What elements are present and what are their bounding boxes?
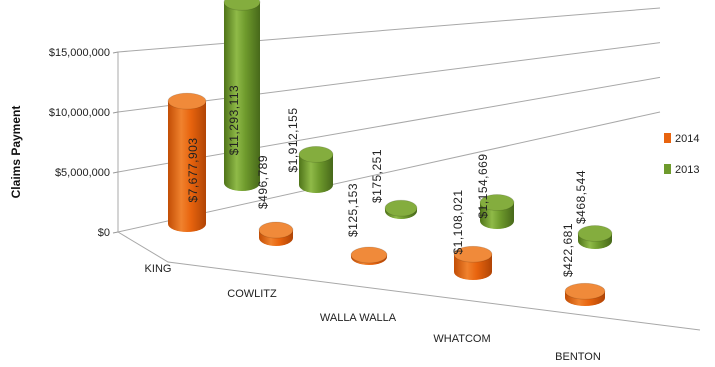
gridline xyxy=(117,7,661,53)
x-category-label: COWLITZ xyxy=(227,288,277,300)
y-tick-label: $5,000,000 xyxy=(55,167,110,179)
data-label: $496,789 xyxy=(256,155,270,209)
bar-2013-whatcom xyxy=(479,194,515,229)
bar-2014-walla-walla xyxy=(350,246,388,265)
legend: 2014 2013 xyxy=(664,133,699,176)
data-label: $1,154,669 xyxy=(476,153,490,218)
y-tick-mark xyxy=(112,51,119,54)
data-label: $1,108,021 xyxy=(451,189,465,254)
bar-2014-whatcom xyxy=(453,245,493,280)
x-category-label: KING xyxy=(145,263,172,275)
legend-swatch xyxy=(664,133,671,143)
y-tick-label: $10,000,000 xyxy=(49,107,110,119)
data-label: $468,544 xyxy=(574,170,588,224)
y-tick-mark xyxy=(112,111,119,114)
bar-2013-benton xyxy=(577,225,613,249)
y-tick-label: $0 xyxy=(98,227,110,239)
gridline xyxy=(117,76,661,173)
data-label: $422,681 xyxy=(561,223,575,277)
y-axis: $0 $5,000,000 $10,000,000 $15,000,000 xyxy=(49,47,119,239)
floor-edge xyxy=(117,231,701,331)
bar-2013-walla-walla xyxy=(384,199,418,219)
bar-2014-cowlitz xyxy=(258,221,294,246)
legend-swatch xyxy=(664,164,671,174)
bar-2014-king xyxy=(167,92,207,232)
y-tick-mark xyxy=(112,231,119,234)
x-category-label: BENTON xyxy=(555,351,601,363)
x-axis-categories: KING COWLITZ WALLA WALLA WHATCOM BENTON xyxy=(145,263,601,363)
bar-2013-cowlitz xyxy=(298,146,334,193)
legend-label: 2013 xyxy=(675,164,699,176)
y-tick-mark xyxy=(112,171,119,174)
data-label: $175,251 xyxy=(370,149,384,203)
gridline xyxy=(117,111,661,233)
y-axis-title: Claims Payment xyxy=(9,106,23,199)
bar-2013-king xyxy=(223,0,261,191)
data-label: $7,677,903 xyxy=(186,137,200,202)
cylinder-bars: $11,293,113 $1,912,155 $175,251 $1,154,669 $… xyxy=(167,0,613,306)
data-label: $1,912,155 xyxy=(286,107,300,172)
gridline xyxy=(117,42,661,113)
legend-label: 2014 xyxy=(675,133,699,145)
x-category-label: WALLA WALLA xyxy=(320,312,397,324)
x-category-label: WHATCOM xyxy=(433,333,490,345)
gridlines xyxy=(117,7,701,331)
data-label: $11,293,113 xyxy=(227,85,241,155)
bar-2014-benton xyxy=(564,282,606,306)
data-label: $125,153 xyxy=(346,183,360,237)
y-tick-label: $15,000,000 xyxy=(49,47,110,59)
